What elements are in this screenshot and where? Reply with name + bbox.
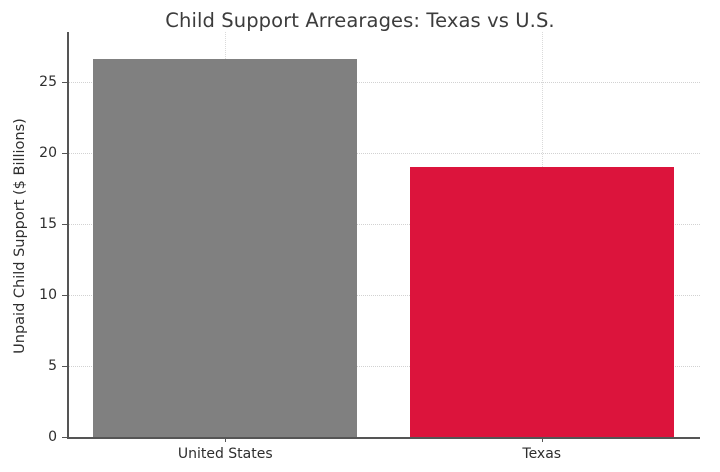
y-axis-tick (62, 365, 67, 367)
plot-area (62, 32, 700, 442)
horizontal-gridline (67, 152, 700, 154)
y-axis-tick (62, 152, 67, 154)
horizontal-gridline (67, 81, 700, 83)
y-axis-tick-label: 15 (39, 215, 57, 232)
y-axis-tick (62, 294, 67, 296)
y-axis-title: Unpaid Child Support ($ Billions) (12, 118, 28, 354)
y-axis-tick-label: 20 (39, 144, 57, 161)
x-axis-tick (225, 437, 227, 442)
horizontal-gridline (67, 223, 700, 225)
y-axis-tick-label: 10 (39, 286, 57, 303)
y-axis-title-container: Unpaid Child Support ($ Billions) (0, 0, 28, 472)
x-axis-tick-label: Texas (522, 446, 562, 462)
y-axis-tick (62, 223, 67, 225)
y-axis-tick (62, 437, 67, 438)
y-axis-tick-label: 25 (39, 73, 57, 90)
x-axis-spine (67, 437, 700, 439)
y-axis-tick-label: 5 (48, 357, 57, 374)
x-axis-tick (541, 437, 543, 442)
x-axis-tick-label: United States (177, 446, 273, 462)
y-axis-tick-label: 0 (48, 429, 57, 445)
bar-texas (409, 167, 674, 437)
horizontal-gridline (67, 365, 700, 367)
bar-united-states (93, 59, 358, 437)
chart-title: Child Support Arrearages: Texas vs U.S. (165, 9, 555, 32)
horizontal-gridline (67, 294, 700, 296)
y-axis-tick (62, 81, 67, 83)
y-axis-spine (67, 32, 69, 437)
